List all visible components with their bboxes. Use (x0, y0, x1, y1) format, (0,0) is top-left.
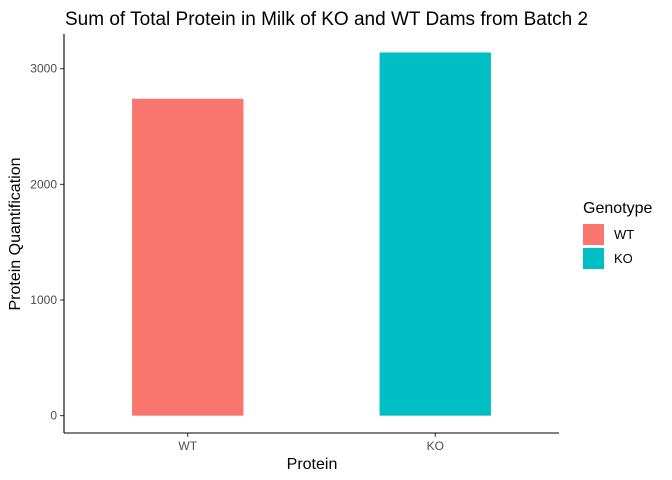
bar-ko (379, 52, 491, 416)
y-tick-label: 3000 (30, 62, 57, 76)
bar-wt (132, 98, 244, 416)
x-tick-label: KO (427, 439, 444, 453)
y-tick-label: 1000 (30, 293, 57, 307)
y-tick-label: 2000 (30, 177, 57, 191)
legend-swatch-wt (583, 224, 604, 245)
legend-label-wt: WT (614, 227, 634, 242)
y-tick-label: 0 (50, 409, 57, 423)
legend: Genotype WT KO (583, 200, 652, 269)
chart-title: Sum of Total Protein in Milk of KO and W… (65, 9, 588, 30)
legend-title: Genotype (583, 200, 652, 217)
legend-entries: WT KO (583, 224, 634, 269)
x-axis-ticks: WT KO (178, 433, 444, 453)
y-axis-title: Protein Quantification (7, 158, 24, 311)
legend-label-ko: KO (614, 251, 633, 266)
y-axis-ticks: 0 1000 2000 3000 (30, 62, 64, 423)
x-axis-title: Protein (287, 456, 338, 473)
bars-group (132, 52, 491, 416)
x-tick-label: WT (178, 439, 197, 453)
legend-swatch-ko (583, 248, 604, 269)
